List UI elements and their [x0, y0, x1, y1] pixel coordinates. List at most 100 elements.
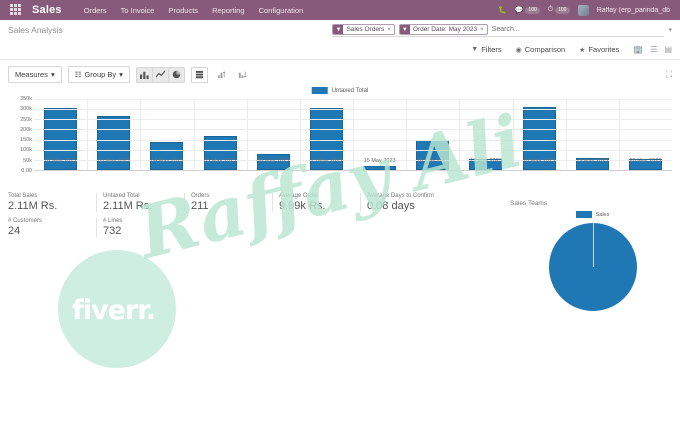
grid-line — [140, 99, 142, 170]
bar[interactable] — [97, 116, 131, 170]
filter-icon: ▼ — [471, 46, 479, 53]
y-axis-tick: 150k — [20, 137, 32, 144]
bar-series — [34, 99, 672, 170]
kpi-value: 24 — [8, 225, 21, 237]
kpi-label: Orders — [191, 193, 210, 199]
bar[interactable] — [309, 108, 343, 170]
comparison-icon: ◉ — [515, 46, 522, 54]
avatar[interactable] — [577, 4, 589, 16]
facet-remove-icon[interactable]: × — [480, 26, 484, 33]
groupby-label: Group By — [84, 70, 117, 79]
bar[interactable] — [203, 135, 237, 170]
chevron-down-icon: ▾ — [50, 70, 55, 79]
kpi-label: Total Sales — [8, 193, 38, 199]
x-axis-tick: 17 May 2023 — [470, 158, 502, 164]
menu-item-to-invoice[interactable]: To Invoice — [120, 5, 155, 15]
messages-count-badge: 100 — [525, 6, 540, 14]
view-pivot-icon[interactable]: ▤ — [664, 45, 672, 54]
group-by-button[interactable]: ☷ Group By ▾ — [67, 66, 130, 83]
bar[interactable] — [363, 166, 397, 170]
kpi-customers[interactable]: # Customers 24 — [8, 218, 96, 237]
filters-button[interactable]: ▼ Filters — [471, 45, 501, 54]
x-axis-tick: 18 May 2023 — [523, 158, 556, 164]
kpi-label: Average Days to Confirm — [367, 193, 434, 199]
kpi-average-days-to-confirm[interactable]: Average Days to Confirm 0.08 days — [360, 193, 530, 212]
kpi-total-sales[interactable]: Total Sales 2.11M Rs. — [8, 193, 96, 212]
search-facet-order-date[interactable]: ▼ Order Date: May 2023 × — [398, 24, 488, 35]
grid-line — [87, 99, 89, 170]
bar-slot — [513, 99, 566, 170]
control-panel: Sales Analysis ▼ Sales Orders × ▼ Order … — [0, 20, 680, 60]
breadcrumb[interactable]: Sales Analysis — [8, 25, 63, 35]
pie-chart-legend[interactable]: Sales — [510, 211, 675, 218]
menu-item-reporting[interactable]: Reporting — [212, 5, 245, 15]
database-stack-icon[interactable] — [190, 66, 208, 83]
sales-teams-title: Sales Teams — [510, 200, 548, 207]
y-axis-tick: 0.00 — [21, 168, 32, 174]
measures-button[interactable]: Measures ▾ — [8, 66, 62, 83]
comparison-label: Comparison — [524, 45, 566, 54]
bar[interactable] — [256, 154, 290, 170]
pie-chart[interactable] — [548, 223, 637, 311]
bar-chart: Untaxed Total 0.00 50k 100k 150k 200k 250k 300… — [8, 87, 672, 187]
y-axis-tick: 350k — [20, 96, 32, 102]
sort-descending-icon[interactable] — [234, 66, 250, 83]
grid-line — [299, 99, 301, 170]
y-axis-tick: 200k — [20, 126, 32, 133]
x-axis-tick: 04 May 2023 — [151, 158, 183, 164]
apps-grid-icon[interactable] — [10, 4, 22, 16]
kpi-lines[interactable]: # Lines 732 — [96, 218, 184, 237]
bar[interactable] — [575, 157, 609, 170]
favorites-label: Favorites — [588, 45, 620, 54]
bar[interactable] — [522, 107, 556, 170]
y-axis-tick: 300k — [20, 106, 32, 113]
grid-line — [618, 99, 620, 170]
bar[interactable] — [469, 158, 503, 170]
bug-icon[interactable]: 🐛 — [497, 7, 507, 14]
chevron-down-icon[interactable]: ▾ — [668, 27, 672, 34]
kpi-average-order[interactable]: Average Order 9.99k Rs. — [272, 193, 360, 212]
bar-chart-legend[interactable]: Untaxed Total — [311, 87, 368, 94]
measures-label: Measures — [15, 70, 48, 79]
sort-ascending-icon[interactable] — [213, 66, 229, 83]
kpi-label: Average Order — [279, 193, 319, 199]
menu-item-configuration[interactable]: Configuration — [258, 5, 304, 15]
bar-slot — [194, 99, 247, 170]
view-list-icon[interactable]: ☰ — [650, 45, 658, 54]
kpi-orders[interactable]: Orders 211 — [184, 193, 272, 212]
bar-slot — [566, 99, 619, 170]
search-input[interactable] — [491, 26, 663, 33]
pie-chart-icon[interactable] — [167, 66, 185, 83]
search-facet-sales-orders[interactable]: ▼ Sales Orders × — [332, 24, 395, 35]
x-axis-tick: 03 May 2023 — [97, 158, 130, 164]
kpi-untaxed-total[interactable]: Untaxed Total 2.11M Rs. — [96, 193, 184, 212]
bar-chart-icon[interactable] — [135, 66, 153, 83]
app-top-bar: Sales Orders To Invoice Products Reporti… — [0, 0, 680, 20]
bar[interactable] — [44, 108, 78, 170]
bar-slot — [140, 99, 193, 170]
filter-icon: ▼ — [333, 25, 344, 34]
x-axis-tick: 06 May 2023 — [257, 158, 290, 164]
expand-icon[interactable]: ⛶ — [665, 69, 672, 79]
app-brand[interactable]: Sales — [32, 4, 62, 16]
facet-remove-icon[interactable]: × — [387, 26, 391, 33]
menu-item-products[interactable]: Products — [168, 5, 199, 15]
chart-type-group — [135, 66, 185, 83]
favorites-button[interactable]: ★ Favorites — [579, 45, 619, 54]
bar[interactable] — [150, 141, 184, 170]
messages-icon[interactable]: 💬 100 — [515, 6, 540, 14]
search-bar[interactable]: ▼ Sales Orders × ▼ Order Date: May 2023 … — [332, 23, 665, 37]
main-menu: Orders To Invoice Products Reporting Con… — [84, 6, 303, 15]
view-dashboard-icon[interactable]: 🏢 — [633, 45, 644, 54]
x-axis-tick: 19 May 2023 — [576, 158, 609, 164]
menu-item-orders[interactable]: Orders — [83, 5, 107, 15]
activities-icon[interactable]: ⏱ 100 — [548, 6, 570, 14]
comparison-button[interactable]: ◉ Comparison — [516, 45, 566, 54]
chevron-down-icon: ▾ — [119, 70, 123, 79]
facet-label: Sales Orders — [346, 26, 385, 33]
user-menu-label[interactable]: Raffay (erp_parinda_db — [596, 6, 670, 14]
legend-label: Sales — [595, 211, 610, 218]
line-chart-icon[interactable] — [151, 66, 169, 83]
bar[interactable] — [416, 139, 450, 170]
